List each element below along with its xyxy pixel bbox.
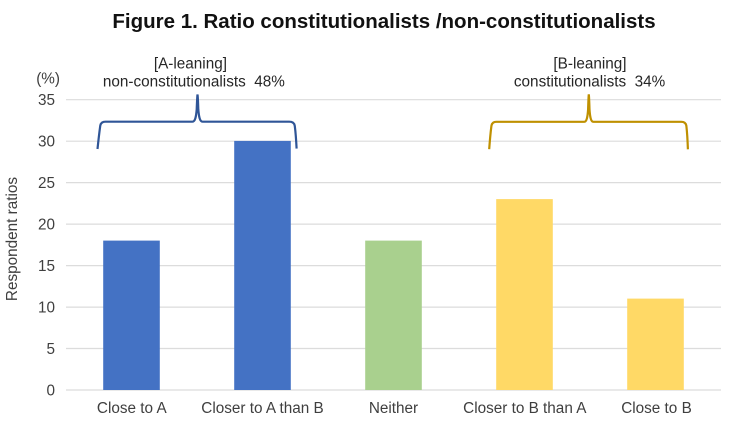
svg-text:Close to B: Close to B bbox=[621, 400, 692, 417]
svg-text:[B-leaning]: [B-leaning] bbox=[553, 56, 626, 73]
svg-text:20: 20 bbox=[38, 217, 55, 234]
svg-text:35: 35 bbox=[38, 92, 55, 109]
svg-text:non-constitutionalists 48%: non-constitutionalists 48% bbox=[103, 73, 285, 90]
svg-text:5: 5 bbox=[46, 341, 55, 358]
svg-text:Closer to B than A: Closer to B than A bbox=[463, 400, 587, 417]
svg-text:[A-leaning]: [A-leaning] bbox=[154, 56, 227, 73]
svg-text:10: 10 bbox=[38, 299, 55, 316]
svg-text:15: 15 bbox=[38, 258, 55, 275]
svg-text:Closer to A than B: Closer to A than B bbox=[201, 400, 323, 417]
svg-text:constitutionalists 34%: constitutionalists 34% bbox=[514, 73, 666, 90]
svg-text:Close to A: Close to A bbox=[97, 400, 168, 417]
svg-text:0: 0 bbox=[46, 382, 55, 399]
svg-text:25: 25 bbox=[38, 175, 55, 192]
svg-text:30: 30 bbox=[38, 134, 55, 151]
svg-text:(%): (%) bbox=[36, 71, 60, 88]
svg-text:Figure 1. Ratio constitutional: Figure 1. Ratio constitutionalists /non-… bbox=[112, 10, 655, 33]
svg-text:Neither: Neither bbox=[369, 400, 418, 417]
svg-text:Respondent ratios: Respondent ratios bbox=[4, 177, 21, 302]
